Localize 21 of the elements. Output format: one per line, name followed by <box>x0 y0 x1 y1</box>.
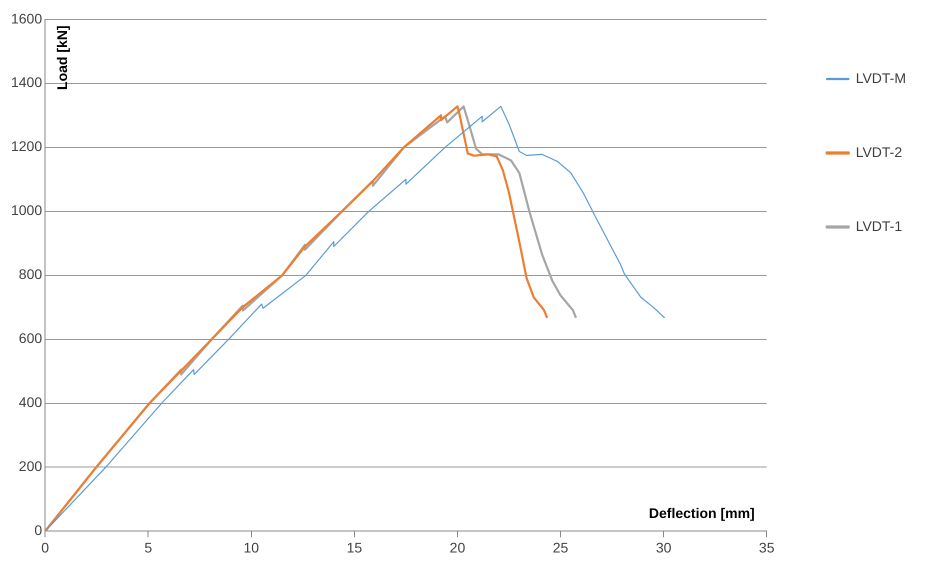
y-tick-label: 1200 <box>10 138 42 154</box>
legend-label: LVDT-1 <box>856 218 902 234</box>
y-tick-label: 400 <box>18 394 42 410</box>
x-tick-label: 20 <box>450 539 466 556</box>
x-tick-label: 30 <box>656 539 672 556</box>
y-axis-title: Load [kN] <box>54 25 70 90</box>
x-tick-label: 5 <box>144 539 152 556</box>
y-tick-label: 1400 <box>10 74 42 90</box>
y-tick-label: 1600 <box>10 10 42 26</box>
y-tick-label: 0 <box>34 522 42 538</box>
y-tick-label: 1000 <box>10 202 42 218</box>
y-tick-label: 600 <box>18 330 42 346</box>
legend-label: LVDT-M <box>856 70 906 86</box>
x-tick-label: 10 <box>244 539 260 556</box>
y-tick-label: 800 <box>18 266 42 282</box>
x-tick-label: 35 <box>758 539 775 556</box>
legend-label: LVDT-2 <box>856 144 902 160</box>
x-tick-label: 15 <box>346 539 362 556</box>
y-tick-label: 200 <box>18 458 42 474</box>
x-axis-title: Deflection [mm] <box>648 505 755 522</box>
x-tick-label: 25 <box>552 539 569 556</box>
